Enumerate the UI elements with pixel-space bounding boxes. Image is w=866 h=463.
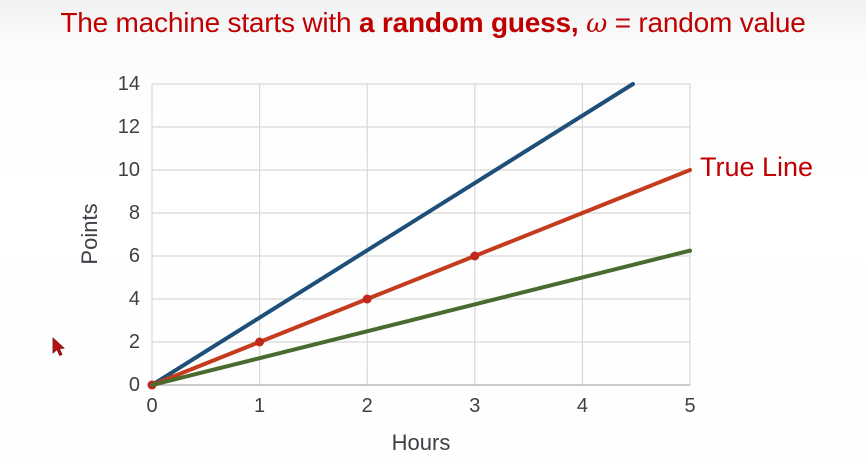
slide-title: The machine starts with a random guess, … — [0, 6, 866, 41]
true-line — [150, 168, 692, 387]
x-tick-label: 1 — [254, 395, 266, 417]
data-point-marker — [255, 337, 265, 347]
omega-symbol: ω — [586, 9, 608, 39]
y-tick-label: 14 — [117, 73, 140, 95]
x-tick-label: 0 — [146, 395, 158, 417]
y-tick-label: 12 — [117, 116, 140, 138]
title-text-before: The machine starts with — [60, 7, 359, 38]
title-bold-text: a random guess, — [358, 7, 579, 38]
guess-line-shallow — [150, 248, 692, 387]
x-tick-label: 3 — [469, 395, 481, 417]
data-point-marker — [362, 294, 372, 304]
true-line-label: True Line — [700, 152, 814, 182]
y-tick-label: 4 — [128, 288, 140, 310]
cursor-arrow-shape — [52, 337, 65, 357]
guess-line-steep — [150, 82, 635, 387]
chart-plot-area — [147, 82, 692, 390]
y-tick-label: 10 — [117, 159, 140, 181]
cursor-pointer — [52, 337, 65, 357]
y-tick-label: 6 — [128, 245, 140, 267]
title-text-after: = random value — [614, 7, 806, 38]
data-point-marker — [470, 251, 480, 261]
y-tick-label: 2 — [128, 331, 140, 353]
x-tick-label: 5 — [684, 395, 696, 417]
x-tick-label: 2 — [361, 395, 373, 417]
x-axis-title: Hours — [391, 430, 451, 455]
x-tick-label: 4 — [576, 395, 588, 417]
y-tick-label: 0 — [128, 374, 140, 396]
y-tick-label: 8 — [128, 202, 140, 224]
y-axis-title: Points — [77, 203, 102, 265]
